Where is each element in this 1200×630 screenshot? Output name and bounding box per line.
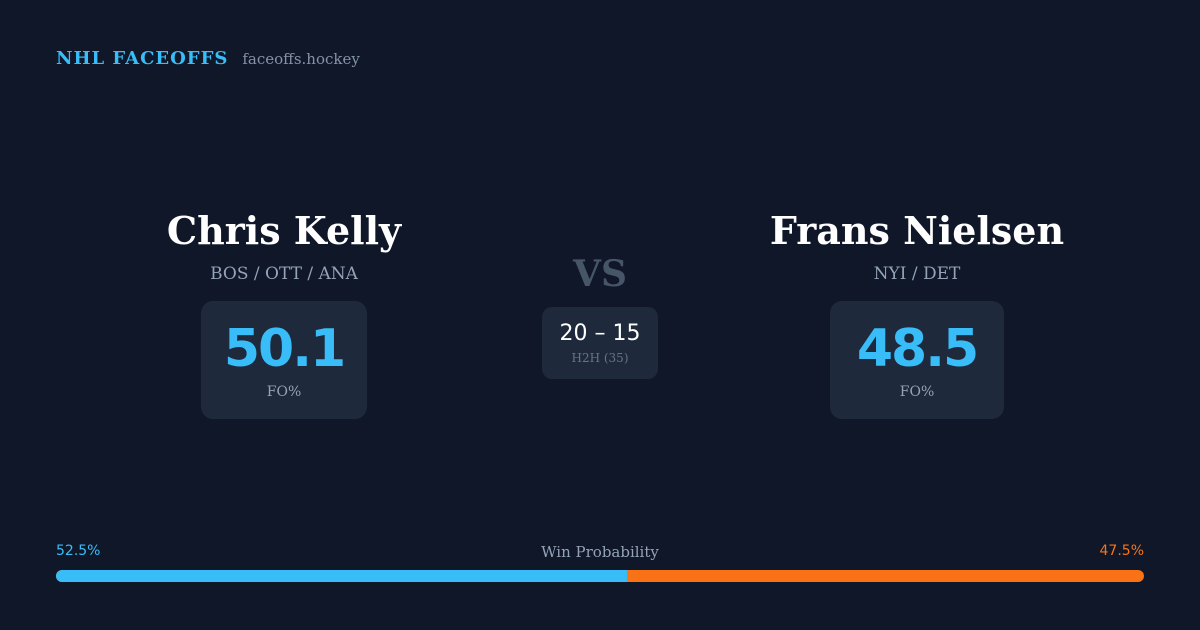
player-left-name: Chris Kelly bbox=[166, 208, 402, 253]
player-right-fo-pct: 48.5 bbox=[856, 319, 979, 379]
h2h-score: 20 – 15 bbox=[559, 321, 641, 346]
player-left-card: Chris Kelly BOS / OTT / ANA 50.1 FO% bbox=[74, 205, 494, 419]
win-probability-title: Win Probability bbox=[541, 543, 659, 561]
h2h-card: 20 – 15 H2H (35) bbox=[542, 307, 658, 379]
player-left-fo-label: FO% bbox=[266, 384, 302, 400]
player-right-stat-card: 48.5 FO% bbox=[830, 301, 1004, 419]
win-probability-left: 52.5% bbox=[56, 543, 101, 559]
win-probability-right: 47.5% bbox=[1099, 543, 1144, 559]
player-right-name: Frans Nielsen bbox=[769, 208, 1065, 253]
player-right-card: Frans Nielsen NYI / DET 48.5 FO% bbox=[707, 205, 1127, 419]
win-probability-fill-left bbox=[56, 570, 628, 582]
brand-header: NHL FACEOFFS faceoffs.hockey bbox=[56, 48, 360, 69]
player-left-stat-card: 50.1 FO% bbox=[201, 301, 367, 419]
player-left-teams: BOS / OTT / ANA bbox=[210, 264, 358, 284]
h2h-label: H2H (35) bbox=[571, 351, 629, 365]
player-right-fo-label: FO% bbox=[899, 384, 935, 400]
brand-site: faceoffs.hockey bbox=[242, 50, 360, 68]
player-left-fo-pct: 50.1 bbox=[223, 319, 346, 379]
win-probability-labels: 52.5% Win Probability 47.5% bbox=[56, 543, 1144, 563]
player-right-teams: NYI / DET bbox=[873, 264, 961, 284]
brand-name: NHL FACEOFFS bbox=[56, 48, 229, 69]
win-probability-bar bbox=[56, 570, 1144, 582]
vs-label: VS bbox=[573, 253, 627, 295]
